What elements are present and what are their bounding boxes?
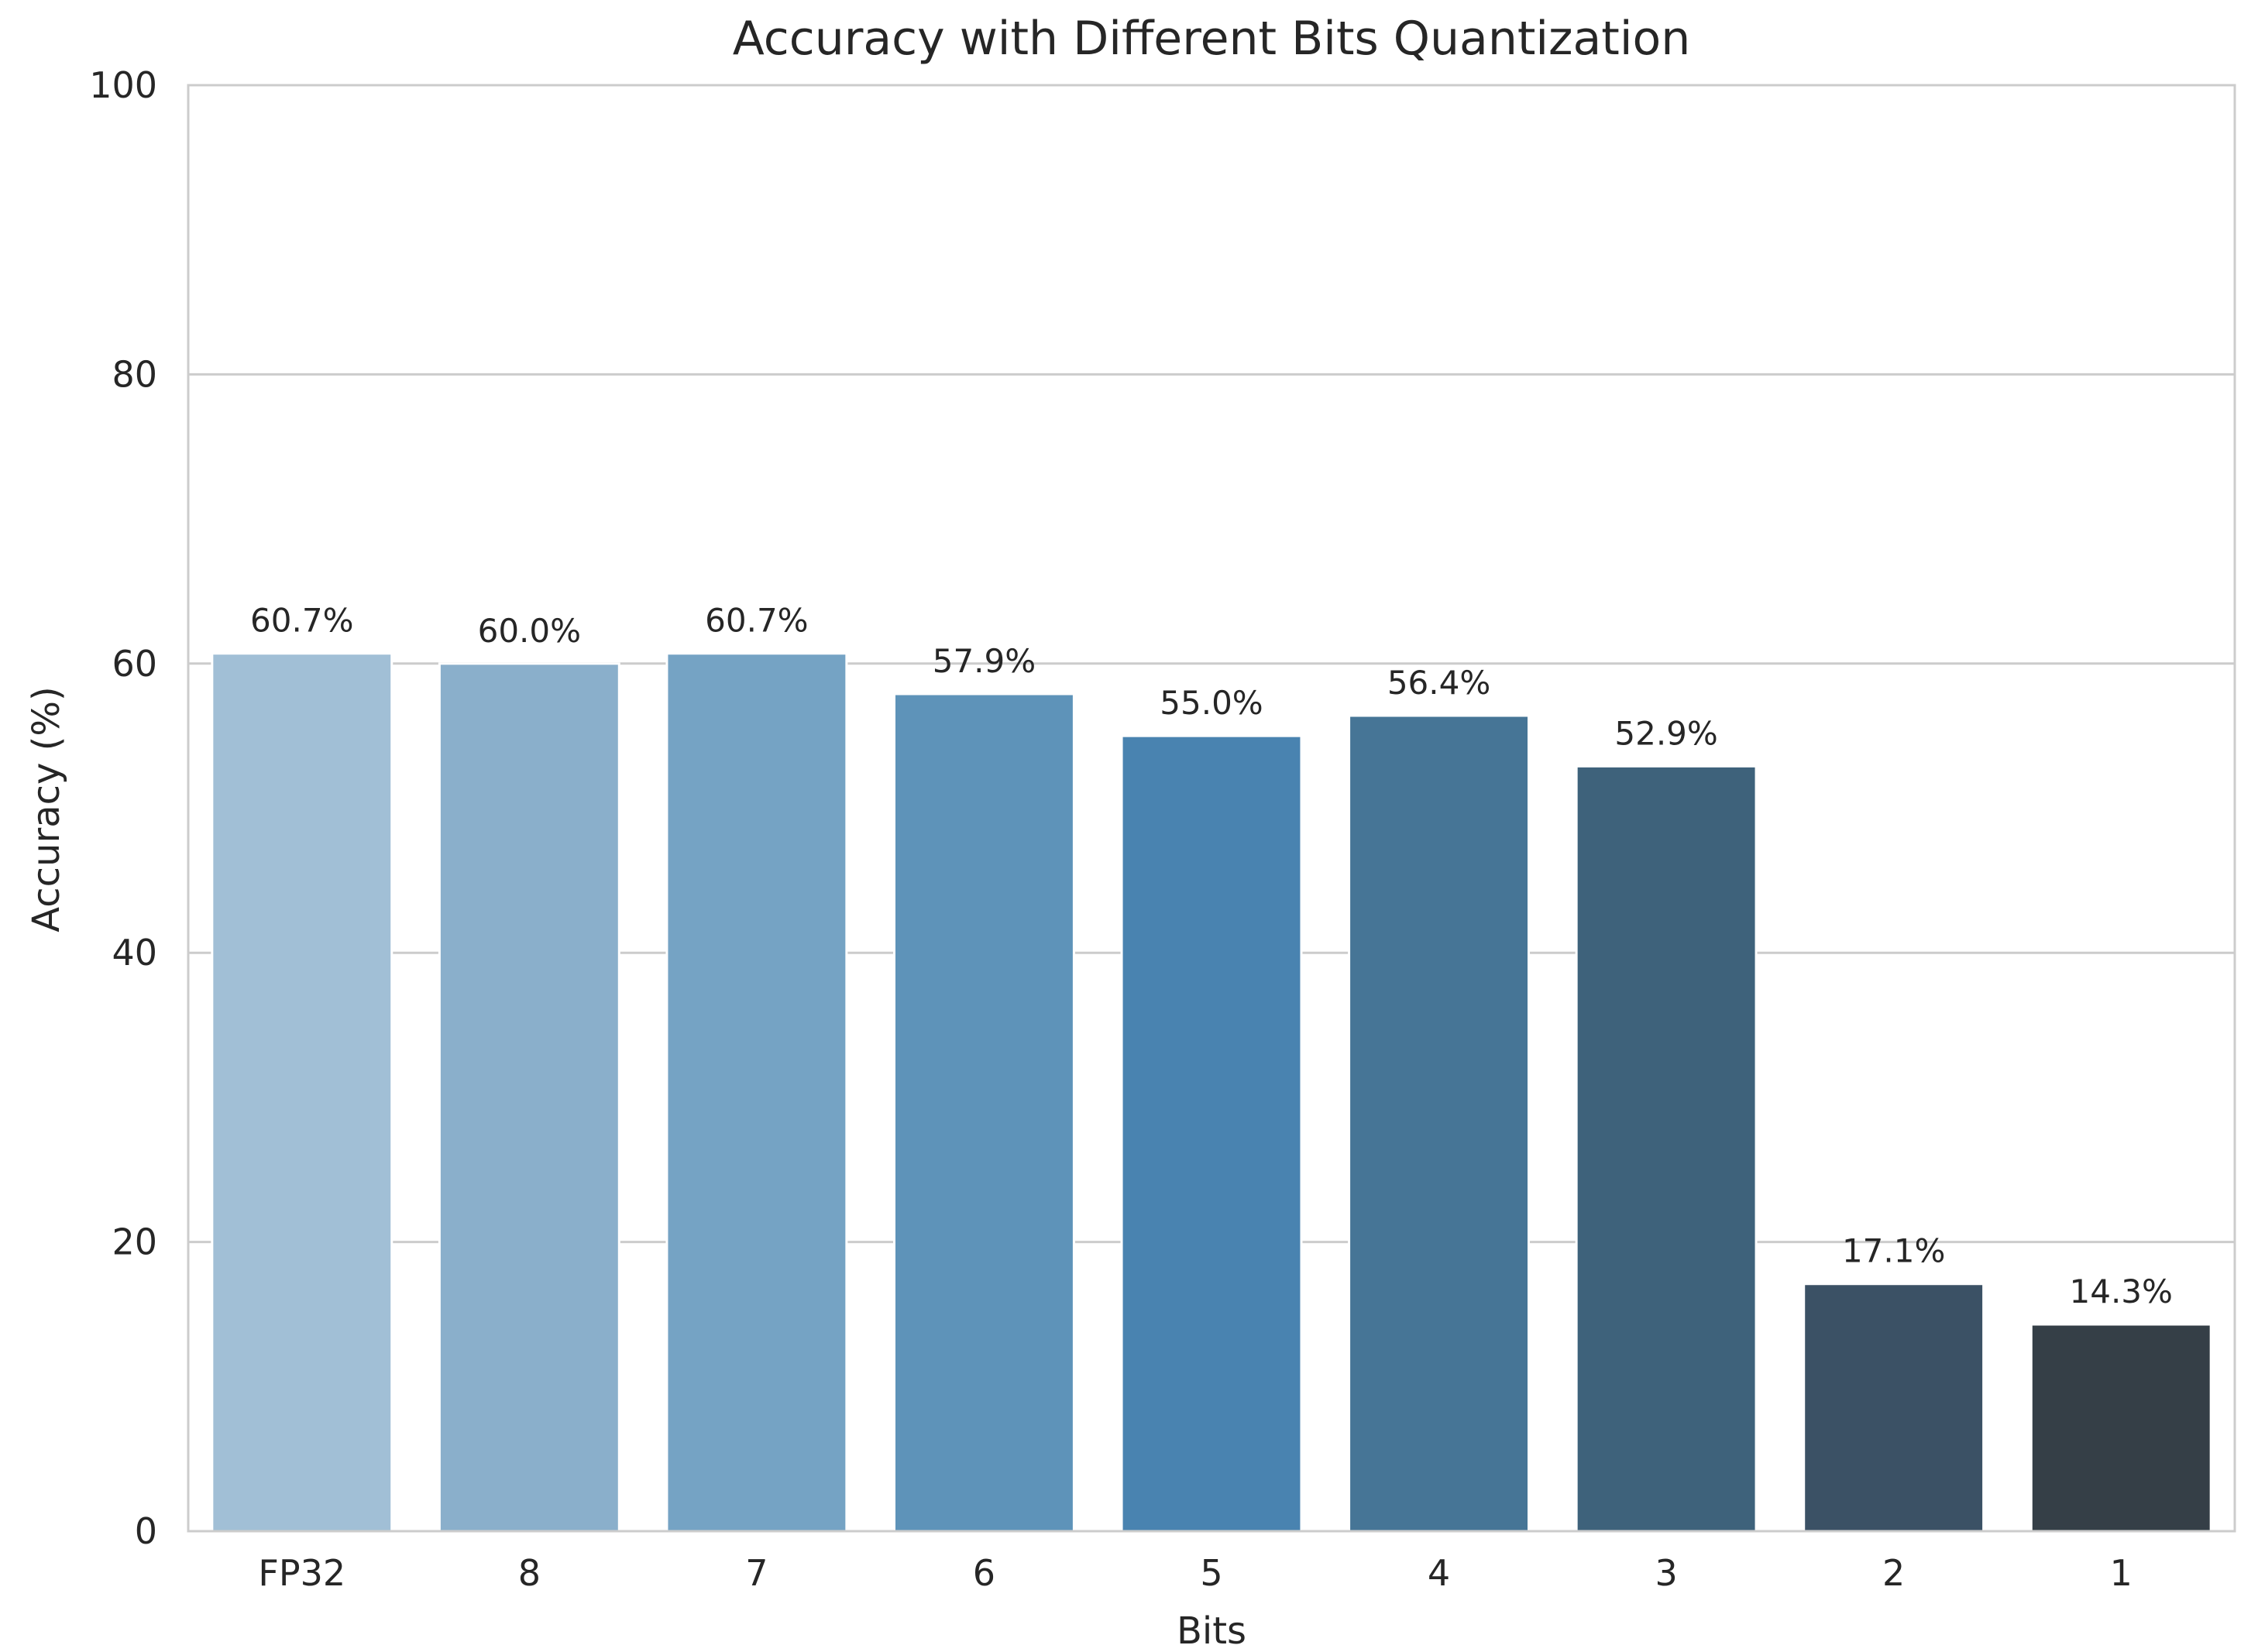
bar-value-label: 17.1% xyxy=(1842,1232,1945,1270)
bar-value-label: 52.9% xyxy=(1614,714,1717,752)
bar-7 xyxy=(665,652,848,1533)
bar-6 xyxy=(892,692,1075,1533)
y-tick-label: 100 xyxy=(89,64,157,106)
x-tick-labels: FP32 8 7 6 5 4 3 2 1 xyxy=(258,1552,2132,1594)
x-tick-label: 1 xyxy=(2110,1552,2133,1594)
x-tick-label: 5 xyxy=(1200,1552,1222,1594)
bar-1 xyxy=(2029,1323,2212,1533)
y-tick-labels: 0 20 40 60 80 100 xyxy=(89,64,157,1552)
bar-value-label: 57.9% xyxy=(933,642,1036,680)
bar-2 xyxy=(1803,1283,1985,1533)
y-tick-label: 40 xyxy=(112,932,157,974)
chart-title: Accuracy with Different Bits Quantizatio… xyxy=(733,12,1691,66)
y-tick-label: 0 xyxy=(135,1510,157,1552)
bar-value-label: 60.0% xyxy=(478,612,581,650)
y-axis-label: Accuracy (%) xyxy=(25,686,68,932)
x-tick-label: FP32 xyxy=(258,1552,345,1594)
x-tick-label: 4 xyxy=(1428,1552,1450,1594)
bar-fp32 xyxy=(211,652,394,1533)
y-tick-label: 20 xyxy=(112,1221,157,1263)
bar-value-label: 60.7% xyxy=(250,602,353,640)
y-tick-label: 60 xyxy=(112,643,157,685)
bar-value-label: 56.4% xyxy=(1387,664,1490,702)
bar-value-label: 55.0% xyxy=(1160,684,1263,722)
x-tick-label: 7 xyxy=(745,1552,768,1594)
bar-3 xyxy=(1575,764,1758,1533)
x-tick-label: 6 xyxy=(973,1552,995,1594)
bar-8 xyxy=(438,662,620,1533)
x-tick-label: 2 xyxy=(1882,1552,1905,1594)
x-tick-label: 3 xyxy=(1655,1552,1677,1594)
bar-value-label: 60.7% xyxy=(705,602,808,640)
bar-value-label: 14.3% xyxy=(2070,1272,2173,1310)
plot-frame xyxy=(187,84,2236,1533)
bars xyxy=(211,652,2212,1533)
y-tick-label: 80 xyxy=(112,353,157,395)
bar-value-labels: 60.7% 60.0% 60.7% 57.9% 55.0% 56.4% 52.9% 17.1%… xyxy=(250,602,2173,1310)
x-tick-label: 8 xyxy=(518,1552,541,1594)
bar-5 xyxy=(1120,734,1303,1533)
x-axis-label: Bits xyxy=(1177,1609,1246,1652)
bar-4 xyxy=(1348,714,1531,1533)
